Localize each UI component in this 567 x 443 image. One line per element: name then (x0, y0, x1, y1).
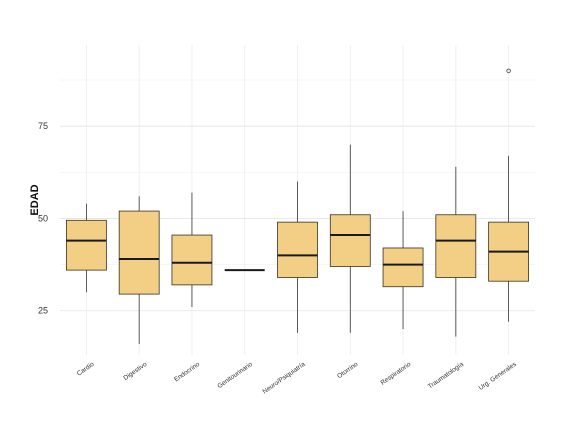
box-6 (329, 144, 371, 333)
box-8 (435, 166, 477, 337)
x-tick-label: Endocrino (173, 361, 201, 384)
y-tick-label: 50 (38, 213, 48, 223)
iqr-box (329, 214, 371, 267)
iqr-box (65, 219, 107, 271)
iqr-box (382, 247, 424, 288)
y-tick-label: 75 (38, 121, 48, 131)
x-tick-label: Urg. Generales (478, 360, 519, 391)
box-7 (382, 211, 424, 330)
x-tick-label: Genitourinario (216, 361, 254, 390)
x-tick-label: Digestivo (122, 361, 148, 382)
x-tick-label: Otorrino (336, 361, 360, 380)
iqr-box (277, 221, 318, 278)
y-axis-label: EDAD (29, 184, 41, 215)
x-tick-label: Cardio (76, 361, 96, 378)
iqr-box (171, 234, 213, 286)
x-tick-label: Neuro/Psiquiatría (261, 361, 306, 396)
x-tick-label: Traumatología (427, 361, 465, 391)
box-2 (118, 196, 160, 344)
box-3 (171, 192, 213, 308)
box-1 (65, 203, 107, 293)
outlier-point (506, 68, 511, 74)
x-axis-ticks: Cardio Digestivo Endocrino Genitourinario Ne… (76, 360, 519, 395)
box-5 (277, 181, 318, 333)
y-tick-label: 25 (38, 306, 48, 316)
box-9 (488, 68, 530, 322)
iqr-box (118, 210, 160, 295)
y-axis-ticks: 25 50 75 (38, 121, 48, 316)
x-tick-label: Respiratorio (379, 361, 412, 387)
box-series (65, 68, 530, 344)
iqr-box (435, 214, 477, 278)
